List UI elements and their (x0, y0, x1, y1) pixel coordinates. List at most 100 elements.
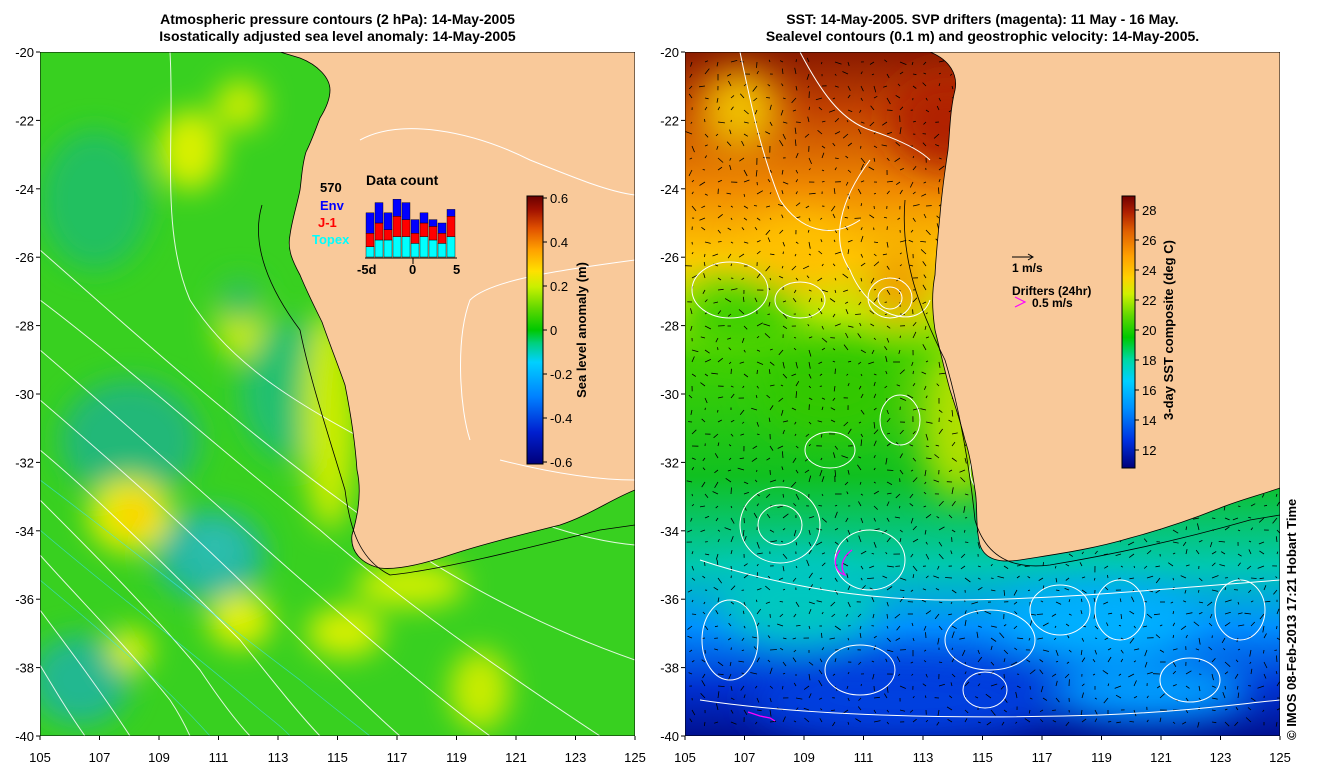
velocity-vector (727, 313, 732, 317)
velocity-vector (924, 481, 927, 485)
legend-j1: J-1 (318, 215, 337, 230)
velocity-vector (1172, 552, 1176, 555)
velocity-vector (821, 263, 824, 267)
velocity-vector (843, 344, 849, 351)
velocity-vector (899, 596, 905, 603)
velocity-vector (1275, 536, 1278, 543)
velocity-vector (873, 709, 877, 714)
velocity-vector (730, 601, 735, 605)
velocity-vector (701, 680, 706, 687)
velocity-vector (756, 572, 758, 579)
velocity-vector (1040, 719, 1044, 723)
lon-tick-label: 115 (972, 750, 993, 765)
velocity-vector (912, 696, 915, 699)
velocity-vector (714, 721, 719, 724)
velocity-vector (899, 589, 905, 592)
velocity-vector (977, 625, 982, 628)
velocity-vector (1040, 685, 1044, 693)
velocity-vector (834, 528, 839, 531)
lon-tick-label: 111 (209, 750, 229, 765)
velocity-vector (793, 720, 797, 723)
velocity-vector (895, 637, 901, 641)
velocity-vector (1055, 660, 1059, 663)
velocity-vector (1003, 709, 1007, 713)
velocity-vector (834, 658, 837, 663)
lon-tick-label: 111 (854, 750, 874, 765)
velocity-vector (765, 131, 771, 135)
velocity-vector (884, 59, 888, 63)
velocity-vector (756, 697, 760, 703)
velocity-vector (1211, 589, 1219, 592)
velocity-vector (1028, 637, 1031, 641)
velocity-vector (873, 253, 877, 257)
velocity-vector (1107, 721, 1112, 723)
velocity-vector (1003, 624, 1007, 627)
velocity-vector (873, 467, 876, 471)
velocity-vector (961, 649, 966, 656)
velocity-vector (830, 601, 836, 607)
lat-tick-label: -36 (660, 592, 679, 607)
velocity-vector (769, 685, 774, 689)
left-colorbar-scale (526, 195, 544, 465)
velocity-vector (1273, 589, 1278, 595)
velocity-vector (730, 585, 736, 591)
velocity-vector (741, 337, 745, 344)
velocity-vector (791, 373, 797, 377)
velocity-vector (844, 216, 849, 219)
velocity-vector (729, 129, 732, 135)
velocity-vector (808, 608, 812, 615)
velocity-vector (858, 385, 862, 390)
velocity-vector (959, 637, 966, 640)
velocity-vector (873, 440, 877, 447)
velocity-vector (1237, 529, 1241, 532)
velocity-vector (765, 493, 771, 498)
velocity-vector (1248, 589, 1252, 593)
velocity-vector (898, 349, 901, 355)
velocity-vector (821, 347, 826, 351)
velocity-vector (1257, 565, 1265, 569)
velocity-vector (821, 406, 824, 411)
velocity-vector (756, 273, 761, 279)
velocity-vector (831, 613, 836, 618)
lon-tick-label: 125 (1269, 750, 1291, 765)
left-map (40, 52, 635, 736)
velocity-vector (1081, 576, 1086, 579)
velocity-vector (990, 637, 997, 642)
velocity-vector (704, 253, 706, 258)
velocity-vector (1093, 597, 1096, 603)
data-count-bar-env (410, 219, 420, 234)
velocity-vector (922, 284, 927, 291)
velocity-vector (847, 169, 852, 173)
velocity-vector (804, 133, 810, 138)
velocity-vector (729, 613, 732, 616)
velocity-vector (964, 619, 967, 627)
velocity-vector (1094, 718, 1098, 723)
velocity-vector (768, 301, 771, 307)
velocity-vector (729, 361, 732, 365)
velocity-vector (1250, 527, 1254, 531)
velocity-vector (1248, 516, 1252, 519)
velocity-vector (795, 707, 799, 711)
velocity-vector (1133, 625, 1136, 629)
velocity-vector (1248, 540, 1252, 543)
velocity-vector (920, 241, 927, 243)
velocity-vector (977, 673, 981, 676)
velocity-vector (899, 453, 903, 459)
velocity-vector (715, 337, 719, 343)
velocity-vector (821, 145, 826, 149)
velocity-vector (793, 529, 797, 537)
velocity-vector (977, 577, 981, 580)
data-count-bar-env (401, 202, 411, 220)
lon-tick-label: 119 (446, 750, 467, 765)
velocity-vector (1129, 721, 1135, 723)
velocity-vector (717, 538, 720, 543)
velocity-vector (833, 188, 836, 195)
velocity-vector (946, 706, 953, 711)
lon-tick-label: 123 (565, 750, 587, 765)
velocity-vector (1211, 551, 1217, 555)
velocity-vector (743, 625, 746, 629)
velocity-vector (960, 477, 966, 483)
velocity-vector (912, 431, 916, 435)
velocity-vector (756, 369, 758, 375)
velocity-vector (860, 433, 864, 438)
